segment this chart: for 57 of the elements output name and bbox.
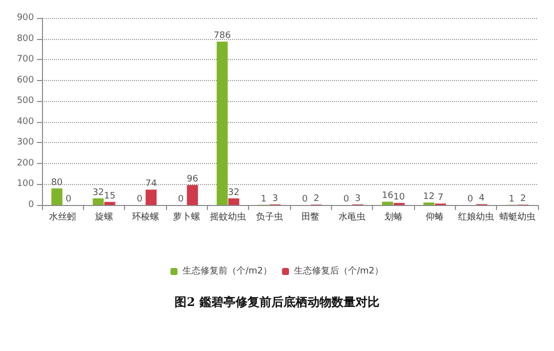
data-label: 0: [178, 194, 184, 204]
data-label: 0: [66, 194, 72, 204]
x-tick-label: 环棱螺: [132, 212, 159, 222]
x-tick-label: 水黾虫: [338, 212, 366, 222]
bar: [186, 185, 198, 205]
data-label: 3: [272, 194, 278, 204]
data-label: 12: [423, 192, 435, 202]
bar: [104, 202, 116, 205]
bar: [228, 198, 240, 205]
data-label: 0: [467, 194, 474, 204]
data-label: 10: [393, 192, 406, 202]
data-label: 32: [228, 188, 240, 198]
x-tick-label: 水丝蚓: [49, 212, 76, 222]
x-tick-label: 田鳖: [302, 212, 320, 222]
bar: [382, 202, 394, 205]
data-label: 3: [354, 194, 361, 204]
data-label: 0: [343, 194, 350, 204]
x-tick-label: 蜻蜓幼虫: [499, 212, 536, 222]
data-label: 786: [214, 31, 232, 42]
data-label: 74: [145, 179, 158, 190]
data-label: 15: [104, 191, 116, 202]
x-tick-label: 负子虫: [256, 212, 283, 222]
legend-label: 生态修复前（个/m2）: [182, 266, 272, 276]
data-label: 4: [478, 194, 485, 204]
x-tick-label: 萝卜螺: [173, 212, 200, 222]
x-tick-label: 摇蚊幼虫: [210, 212, 246, 222]
data-label: 0: [136, 194, 143, 204]
x-tick-label: 划蝽: [384, 212, 402, 222]
bar: [146, 190, 157, 205]
data-label: 80: [51, 178, 63, 188]
y-tick-label: 100: [16, 179, 34, 190]
data-label: 16: [382, 191, 394, 202]
data-label: 96: [186, 174, 198, 185]
data-label: 2: [520, 194, 526, 204]
bar: [216, 42, 228, 205]
y-tick-label: 200: [16, 158, 34, 168]
y-tick-label: 300: [16, 138, 34, 148]
y-tick-label: 500: [16, 96, 34, 106]
y-tick-label: 0: [28, 200, 34, 210]
data-label: 2: [314, 194, 320, 204]
y-tick-label: 900: [16, 13, 34, 23]
y-tick-label: 400: [16, 116, 34, 127]
text: 图2 鑑碧亭修复前后底栖动物数量对比: [174, 295, 380, 309]
y-tick-label: 700: [16, 54, 34, 65]
x-tick-label: 旋螺: [95, 212, 113, 222]
data-label: 1: [508, 194, 514, 204]
x-tick-label: 红娘幼虫: [458, 212, 494, 222]
legend-label: 生态修复后（个/m2）: [294, 266, 384, 276]
bar: [51, 188, 62, 205]
data-label: 1: [260, 194, 266, 204]
y-tick-label: 800: [16, 34, 34, 44]
x-tick-label: 仰蝽: [426, 212, 444, 222]
data-label: 0: [302, 194, 308, 204]
data-label: 7: [438, 193, 444, 204]
y-tick-label: 600: [16, 75, 34, 86]
bar: [92, 198, 104, 205]
data-label: 32: [92, 188, 104, 198]
